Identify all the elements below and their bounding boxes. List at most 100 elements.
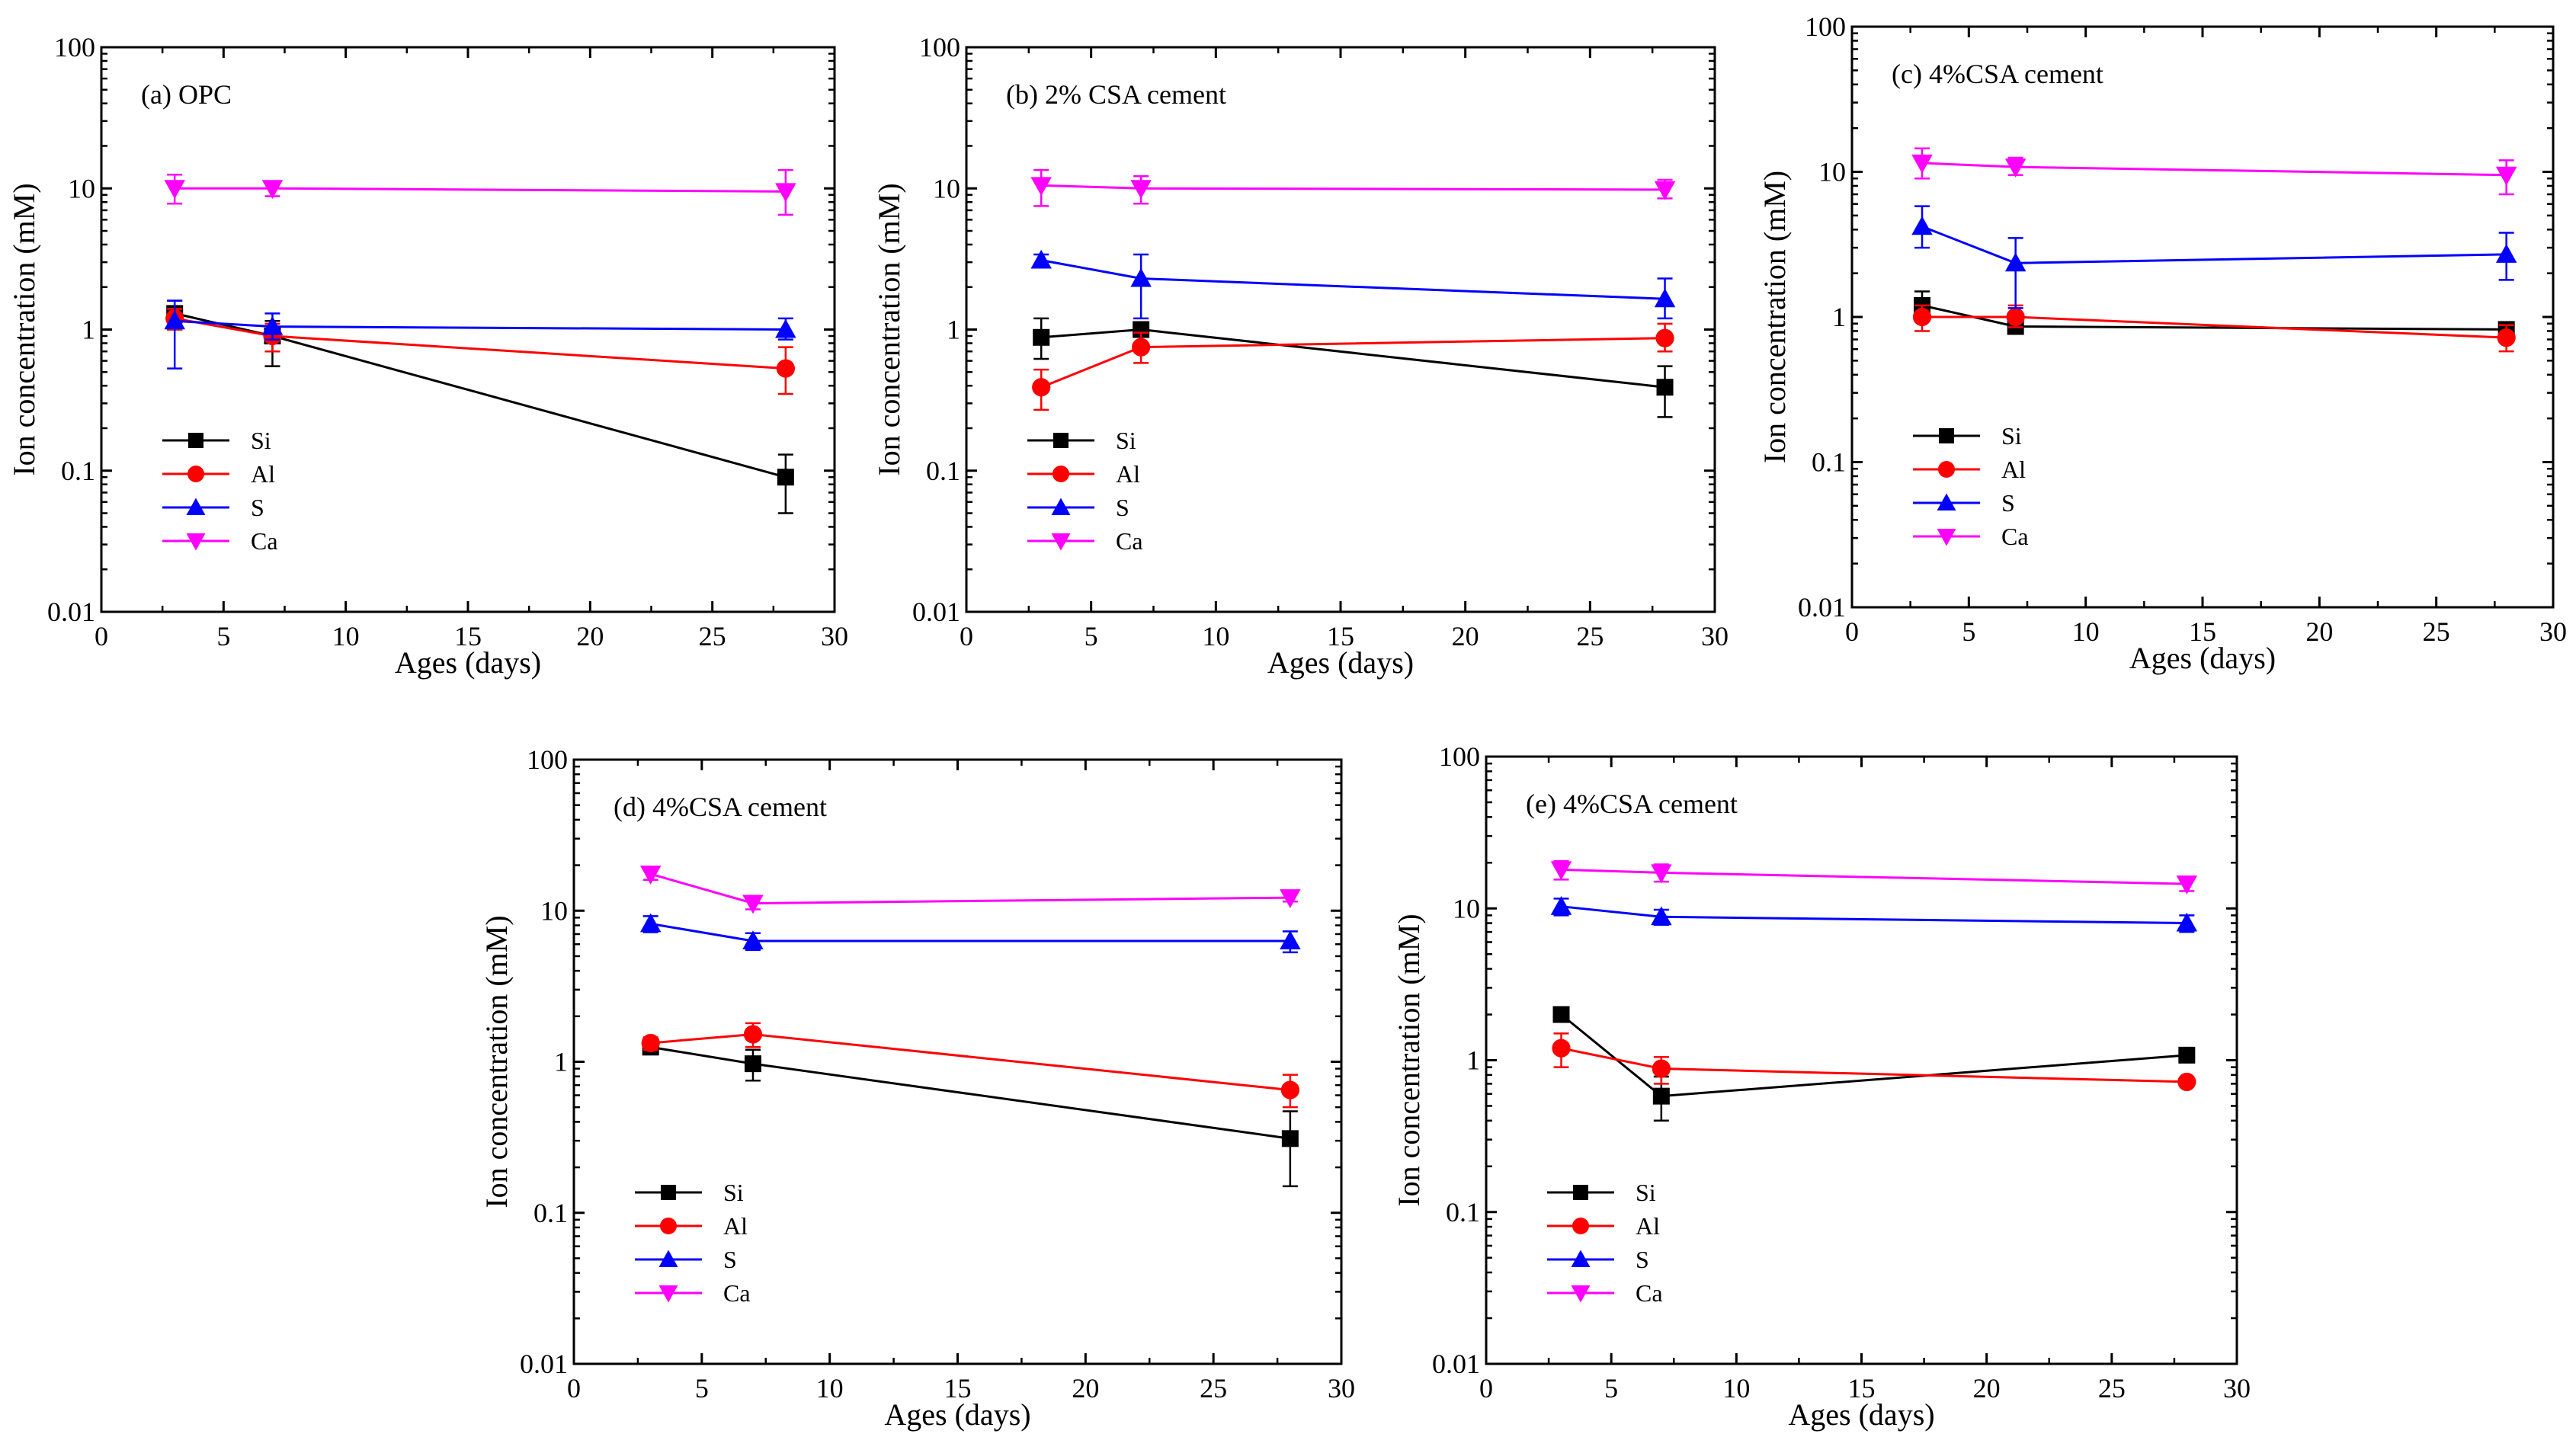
x-axis-label: Ages (days) bbox=[1788, 1397, 1934, 1432]
series-ca bbox=[639, 866, 1301, 914]
data-point-s bbox=[2004, 252, 2027, 272]
x-tick-label: 25 bbox=[2098, 1373, 2126, 1403]
data-point-ca bbox=[164, 180, 185, 199]
x-tick-label: 15 bbox=[1327, 621, 1354, 651]
legend-marker-si bbox=[1053, 433, 1069, 448]
legend-label: Si bbox=[723, 1179, 744, 1206]
data-point-si bbox=[1033, 328, 1050, 346]
chart-panel-2: 0 5 10 15 20 25 30 0.01 0.1 1 10 100 Ages (days) Ion … bbox=[872, 32, 1729, 680]
y-tick-label: 1 bbox=[1466, 1045, 1480, 1076]
series-line-ca bbox=[175, 187, 786, 193]
legend-marker-ca bbox=[1937, 529, 1956, 546]
legend-label: Ca bbox=[251, 527, 278, 555]
data-point-s bbox=[2495, 244, 2517, 263]
y-tick-label: 0.1 bbox=[533, 1198, 568, 1228]
data-point-ca bbox=[775, 183, 796, 203]
legend-label: Ca bbox=[723, 1279, 751, 1307]
legend-marker-s bbox=[1571, 1250, 1591, 1267]
y-tick-label: 100 bbox=[1439, 741, 1480, 772]
y-tick-label: 0.1 bbox=[61, 456, 95, 486]
x-tick-label: 15 bbox=[2189, 616, 2216, 647]
series-line-s bbox=[1921, 225, 2507, 264]
legend-label: S bbox=[251, 494, 264, 521]
data-point-ca bbox=[2176, 875, 2198, 895]
x-tick-label: 20 bbox=[2305, 616, 2333, 647]
panel-title: (d) 4%CSA cement bbox=[614, 792, 827, 822]
data-point-al bbox=[1132, 338, 1151, 357]
plot-frame bbox=[572, 758, 1343, 1365]
x-axis-label: Ages (days) bbox=[2129, 641, 2276, 675]
y-tick-label: 100 bbox=[527, 744, 568, 775]
y-tick-label: 0.1 bbox=[926, 456, 960, 486]
data-point-ca bbox=[1911, 154, 1933, 174]
y-tick-label: 100 bbox=[1805, 11, 1846, 42]
legend-label: Ca bbox=[1116, 527, 1143, 555]
series-si bbox=[1914, 290, 2515, 339]
series-s bbox=[639, 913, 1301, 954]
panel-title: (a) OPC bbox=[141, 79, 232, 110]
data-point-al bbox=[1280, 1080, 1299, 1099]
x-tick-label: 25 bbox=[699, 621, 726, 651]
data-point-si bbox=[777, 469, 794, 486]
y-tick-label: 100 bbox=[54, 32, 95, 62]
y-axis-label: Ion concentration (mM) bbox=[1392, 914, 1426, 1206]
x-tick-label: 0 bbox=[567, 1373, 581, 1403]
legend-marker-si bbox=[1939, 428, 1954, 443]
y-axis-label: Ion concentration (mM) bbox=[872, 183, 906, 475]
data-point-ca bbox=[2495, 166, 2517, 186]
legend: Si Al S Ca bbox=[162, 427, 278, 555]
x-tick-label: 10 bbox=[1722, 1373, 1750, 1403]
y-tick-label: 0.01 bbox=[520, 1349, 568, 1379]
legend: Si Al S Ca bbox=[1547, 1179, 1663, 1307]
legend-marker-al bbox=[187, 466, 204, 482]
data-point-al bbox=[1652, 1059, 1671, 1078]
x-tick-label: 5 bbox=[1604, 1373, 1618, 1403]
y-tick-label: 0.1 bbox=[1446, 1197, 1480, 1227]
x-tick-label: 20 bbox=[1452, 621, 1479, 651]
x-tick-label: 30 bbox=[1328, 1373, 1355, 1403]
y-tick-label: 10 bbox=[1453, 893, 1480, 923]
series-al bbox=[1032, 322, 1674, 411]
series-al bbox=[641, 1022, 1299, 1109]
data-point-al bbox=[2497, 328, 2516, 347]
data-point-s bbox=[1280, 930, 1301, 950]
x-tick-label: 10 bbox=[816, 1373, 844, 1403]
x-tick-label: 15 bbox=[1848, 1373, 1876, 1403]
legend: Si Al S Ca bbox=[1027, 427, 1143, 555]
x-tick-label: 0 bbox=[1479, 1373, 1493, 1403]
y-tick-label: 0.01 bbox=[1798, 592, 1846, 622]
data-point-ca bbox=[1130, 180, 1152, 199]
x-tick-label: 0 bbox=[95, 621, 108, 651]
legend-label: Al bbox=[723, 1212, 748, 1240]
series-s bbox=[1030, 249, 1676, 320]
data-point-si bbox=[1652, 1087, 1670, 1105]
panel-title: (c) 4%CSA cement bbox=[1892, 59, 2103, 89]
x-tick-label: 25 bbox=[2423, 616, 2450, 647]
series-s bbox=[164, 299, 796, 370]
legend-marker-al bbox=[660, 1218, 677, 1234]
series-line-si bbox=[1041, 328, 1665, 389]
x-axis-label: Ages (days) bbox=[395, 645, 541, 680]
y-tick-label: 0.01 bbox=[1432, 1349, 1480, 1379]
data-point-ca bbox=[1651, 864, 1672, 884]
x-tick-label: 0 bbox=[960, 621, 973, 651]
chart-panel-4: 0 5 10 15 20 25 30 0.01 0.1 1 10 100 Ages (days) Ion … bbox=[479, 744, 1355, 1432]
legend-marker-ca bbox=[1051, 533, 1071, 551]
series-al bbox=[165, 308, 795, 395]
data-point-s bbox=[1654, 288, 1676, 308]
x-tick-label: 0 bbox=[1845, 616, 1859, 647]
x-tick-label: 10 bbox=[2072, 616, 2100, 647]
data-point-s bbox=[1130, 267, 1152, 287]
legend-marker-s bbox=[1937, 493, 1956, 510]
legend-label: Si bbox=[1116, 427, 1136, 454]
panel-title: (e) 4%CSA cement bbox=[1526, 789, 1738, 819]
x-tick-label: 20 bbox=[1072, 1373, 1099, 1403]
x-tick-label: 5 bbox=[1962, 616, 1975, 647]
data-point-s bbox=[1911, 216, 1933, 235]
legend-marker-al bbox=[1938, 461, 1955, 478]
legend-label: S bbox=[1116, 494, 1129, 521]
data-point-ca bbox=[1654, 181, 1676, 200]
series-ca bbox=[1911, 147, 2517, 196]
series-s bbox=[1550, 895, 2198, 933]
